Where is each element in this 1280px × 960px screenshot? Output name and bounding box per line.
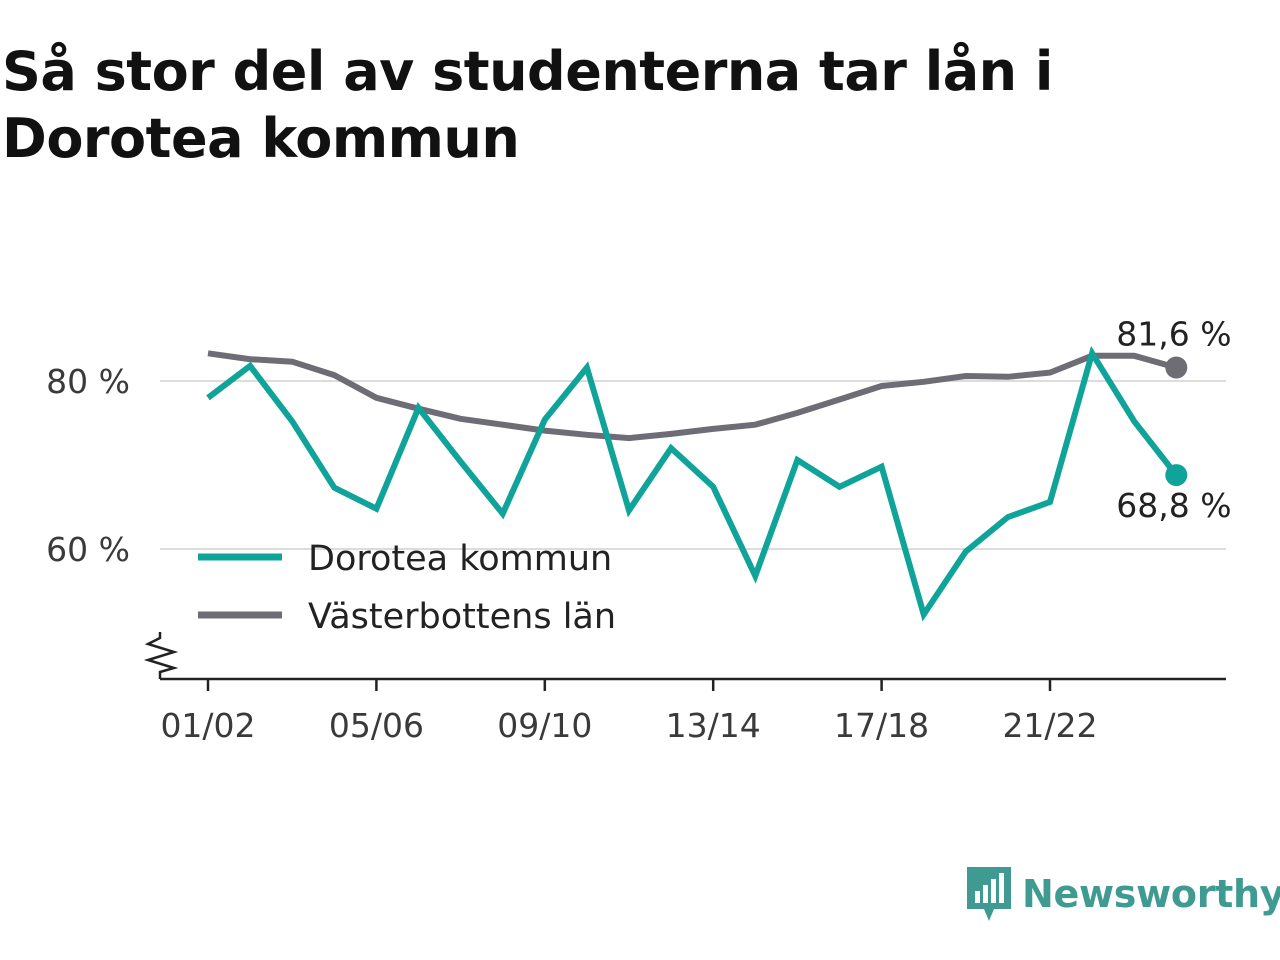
end-value-label: 68,8 % (1116, 486, 1231, 525)
x-tick-label: 21/22 (1002, 706, 1097, 745)
gridlines (160, 380, 1226, 550)
end-value-label: 81,6 % (1116, 315, 1231, 354)
data-labels: 81,6 % 68,8 % (1116, 315, 1231, 526)
chart-title: Så stor del av studenterna tar lån i Dor… (2, 40, 1053, 170)
y-tick-label: 60 % (46, 530, 130, 569)
x-tick-label: 09/10 (497, 706, 592, 745)
legend-label: Dorotea kommun (308, 539, 612, 579)
x-tick-label: 01/02 (160, 706, 255, 745)
legend-label: Västerbottens län (308, 597, 616, 637)
end-point (1165, 464, 1188, 487)
legend: Dorotea kommun Västerbottens län (198, 539, 616, 637)
x-tick-label: 13/14 (666, 706, 761, 745)
axes: 80 % 60 % 01/02 05/06 09/10 13/14 17/18 21/22 (46, 362, 1226, 745)
brand-logo: Newsworthy (964, 864, 1280, 924)
y-tick-label: 80 % (46, 362, 130, 401)
x-tick-label: 17/18 (834, 706, 929, 745)
brand-name: Newsworthy (1022, 872, 1280, 916)
series-line-dorotea-kommun (206, 345, 1179, 622)
x-tick-label: 05/06 (329, 706, 424, 745)
series-lines (206, 345, 1188, 622)
series-line-vasterbottens-lan (207, 350, 1178, 442)
newsworthy-logo-icon (967, 867, 1011, 921)
end-point (1165, 356, 1188, 379)
y-axis-break (143, 632, 179, 679)
